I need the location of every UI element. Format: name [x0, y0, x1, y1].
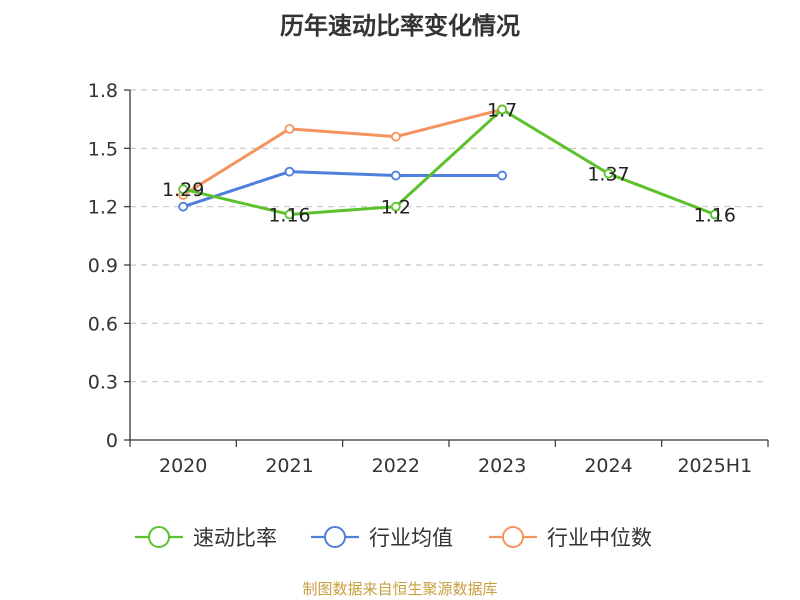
legend-label: 速动比率	[193, 526, 277, 550]
data-point	[497, 170, 508, 181]
x-tick-label: 2020	[159, 455, 207, 477]
y-tick-label: 1.2	[88, 197, 118, 219]
x-tick-label: 2024	[584, 455, 632, 477]
legend-marker	[148, 526, 170, 548]
data-point	[178, 184, 189, 195]
series-lines	[178, 104, 720, 220]
x-tick-label: 2022	[372, 455, 420, 477]
data-point	[284, 166, 295, 177]
data-label: 1.16	[694, 204, 736, 226]
data-label: 1.29	[162, 179, 204, 201]
y-tick-label: 0.6	[88, 313, 118, 335]
y-tick-label: 0.3	[88, 372, 118, 394]
axes: 0 0.3 0.6 0.9 1.2 1.5 1.8 2020 2021 2022 2023 2024 2…	[88, 80, 769, 477]
data-labels: 1.29 1.16 1.2 1.7 1.37 1.16	[162, 99, 736, 226]
grid-lines	[130, 89, 763, 383]
x-tick-label: 2021	[265, 455, 313, 477]
legend-marker	[502, 526, 524, 548]
x-tick-label: 2025H1	[677, 455, 752, 477]
data-point	[390, 131, 401, 142]
data-point	[390, 170, 401, 181]
data-point	[709, 209, 720, 220]
legend-item: 行业中位数	[489, 526, 652, 550]
data-point	[178, 201, 189, 212]
legend-label: 行业中位数	[547, 526, 652, 550]
y-tick-label: 1.5	[88, 138, 118, 160]
data-point	[497, 104, 508, 115]
legend-label: 行业均值	[369, 526, 453, 550]
data-label: 1.7	[487, 99, 517, 121]
data-label: 1.37	[587, 164, 629, 186]
legend-item: 行业均值	[311, 526, 453, 550]
data-point	[284, 209, 295, 220]
data-point	[603, 168, 614, 179]
series-line	[182, 107, 503, 197]
legend-item: 速动比率	[135, 526, 277, 550]
chart-title: 历年速动比率变化情况	[280, 12, 520, 40]
source-note: 制图数据来自恒生聚源数据库	[302, 580, 498, 598]
legend-marker	[324, 526, 346, 548]
data-label: 1.16	[268, 204, 310, 226]
data-label: 1.2	[381, 197, 411, 219]
series-line	[182, 107, 716, 216]
data-point	[284, 123, 295, 134]
series-line	[182, 170, 503, 209]
legend: 速动比率 行业均值 行业中位数	[135, 526, 652, 550]
x-tick-label: 2023	[478, 455, 526, 477]
y-tick-label: 1.8	[88, 80, 118, 102]
y-tick-label: 0.9	[88, 255, 118, 277]
data-point	[390, 201, 401, 212]
y-tick-label: 0	[106, 430, 118, 452]
